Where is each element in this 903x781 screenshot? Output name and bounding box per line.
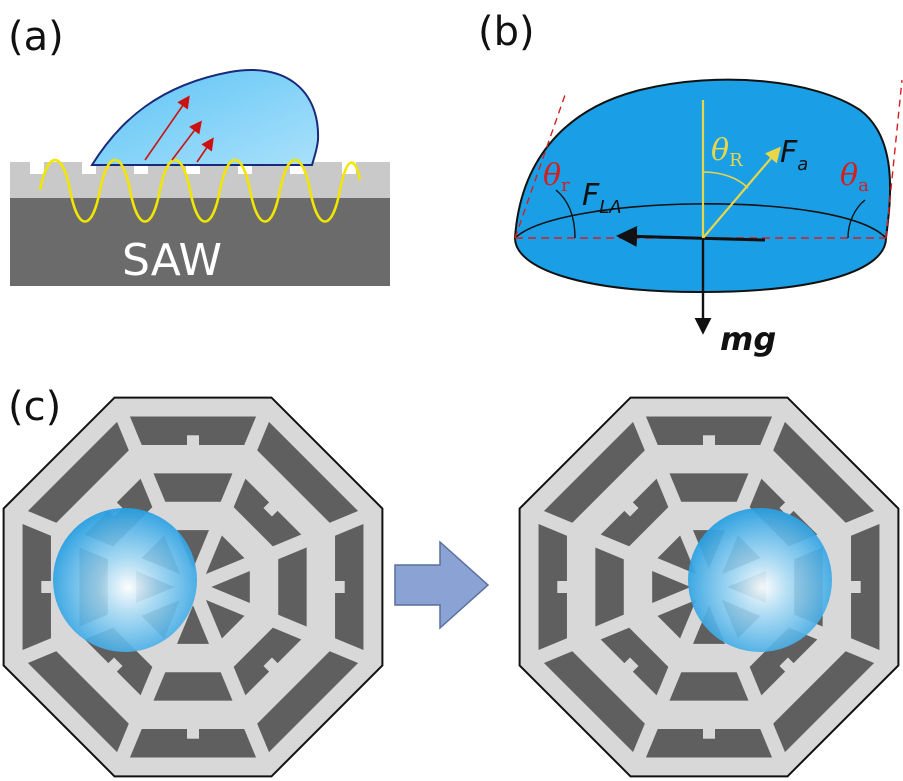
streaming-arrow-3 xyxy=(196,137,214,163)
droplet-sphere xyxy=(53,508,197,652)
panel-a-label: (a) xyxy=(8,14,64,60)
saw-substrate xyxy=(10,198,390,286)
panel-b-label: (b) xyxy=(478,9,535,55)
streaming-arrow-1 xyxy=(144,95,190,161)
advancing-tangent xyxy=(885,79,903,239)
f-la-arrow xyxy=(616,225,766,247)
panel-c: (c) xyxy=(2,384,900,778)
f-la-label: FLA xyxy=(582,178,622,218)
droplet-a xyxy=(90,69,320,166)
receding-tangent xyxy=(514,94,566,239)
bagua-pattern-right xyxy=(518,396,900,778)
receding-angle-arc xyxy=(555,189,576,239)
advancing-angle-arc xyxy=(847,199,866,239)
f-a-label: Fa xyxy=(780,135,808,175)
droplet-sphere xyxy=(688,508,832,652)
contact-line xyxy=(514,203,887,239)
theta-r-arc xyxy=(702,171,749,189)
theta-receding-label: θr xyxy=(543,158,570,196)
saw-label: SAW xyxy=(122,235,222,286)
streaming-arrow-2 xyxy=(171,120,202,161)
theta-rotation-label: θR xyxy=(711,133,743,171)
panel-b: (b) θr θR θa FLA Fa xyxy=(478,9,903,358)
surface-wave xyxy=(38,158,362,223)
transition-arrow xyxy=(394,540,490,630)
panel-c-label: (c) xyxy=(8,384,61,430)
mg-label: mg xyxy=(720,320,776,358)
bagua-pattern-left xyxy=(2,396,384,778)
panel-a: (a) SAW xyxy=(8,14,390,286)
f-a-arrow xyxy=(702,146,781,239)
theta-advancing-label: θa xyxy=(840,158,869,196)
